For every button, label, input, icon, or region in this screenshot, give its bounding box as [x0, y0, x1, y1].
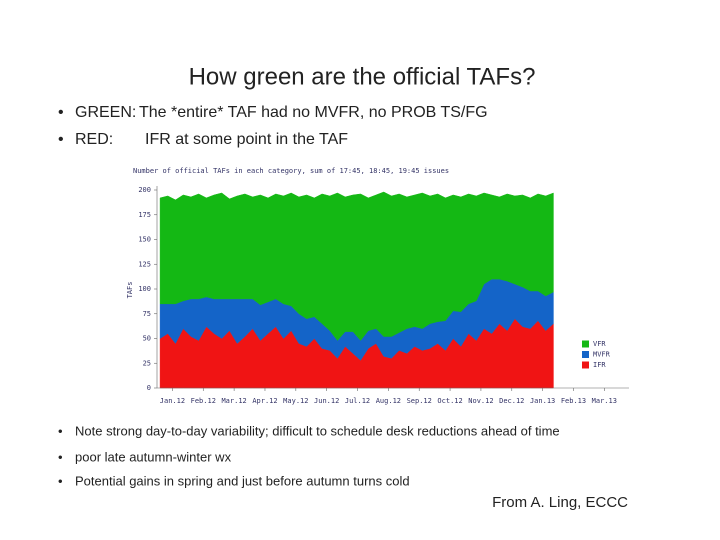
y-tick-label: 100 [138, 285, 151, 293]
legend-label: MVFR [593, 351, 611, 359]
y-tick-label: 50 [143, 335, 151, 343]
x-tick-label: Jan.13 [530, 397, 555, 405]
bullet: • [58, 131, 64, 148]
x-tick-label: Aug.12 [376, 397, 401, 405]
bullet: • [58, 473, 63, 488]
x-tick-label: Dec.12 [499, 397, 524, 405]
legend-swatch [582, 340, 589, 348]
bullet-text: Potential gains in spring and just befor… [75, 473, 410, 488]
y-tick-label: 125 [138, 260, 151, 268]
chart-title: Number of official TAFs in each category… [133, 167, 449, 175]
x-tick-label: Feb.12 [191, 397, 216, 405]
bullet: • [58, 423, 63, 438]
bullet: • [58, 104, 64, 121]
x-tick-label: Apr.12 [252, 397, 277, 405]
bullet-label: GREEN: [75, 104, 136, 121]
legend-swatch [582, 351, 589, 358]
y-axis-label: TAFs [126, 282, 134, 299]
y-tick-label: 150 [138, 236, 151, 244]
x-tick-label: Oct.12 [437, 397, 462, 405]
chart: Number of official TAFs in each category… [126, 167, 629, 405]
y-tick-label: 0 [147, 384, 151, 392]
y-tick-label: 200 [138, 186, 151, 194]
legend-label: VFR [593, 340, 606, 348]
bullet-label: RED: [75, 131, 113, 148]
bullet-text: IFR at some point in the TAF [145, 131, 348, 148]
x-tick-label: May.12 [283, 397, 308, 405]
bullet-text: Note strong day-to-day variability; diff… [75, 423, 560, 438]
x-tick-label: Jun.12 [314, 397, 339, 405]
x-tick-label: Sep.12 [407, 397, 432, 405]
x-tick-label: Nov.12 [468, 397, 493, 405]
legend-swatch [582, 361, 589, 369]
bullet-text: poor late autumn-winter wx [75, 449, 232, 464]
y-tick-label: 25 [143, 359, 151, 367]
x-tick-label: Jan.12 [160, 397, 185, 405]
bullet-text: The *entire* TAF had no MVFR, no PROB TS… [139, 104, 488, 121]
x-tick-label: Mar.12 [221, 397, 246, 405]
x-tick-label: Jul.12 [345, 397, 370, 405]
slide-title: How green are the official TAFs? [189, 63, 536, 90]
y-tick-label: 75 [143, 310, 151, 318]
bullet: • [58, 449, 63, 464]
legend-label: IFR [593, 361, 606, 369]
x-tick-label: Mar.13 [592, 397, 617, 405]
y-tick-label: 175 [138, 211, 151, 219]
credit: From A. Ling, ECCC [492, 494, 628, 511]
x-tick-label: Feb.13 [561, 397, 586, 405]
area [159, 191, 554, 341]
